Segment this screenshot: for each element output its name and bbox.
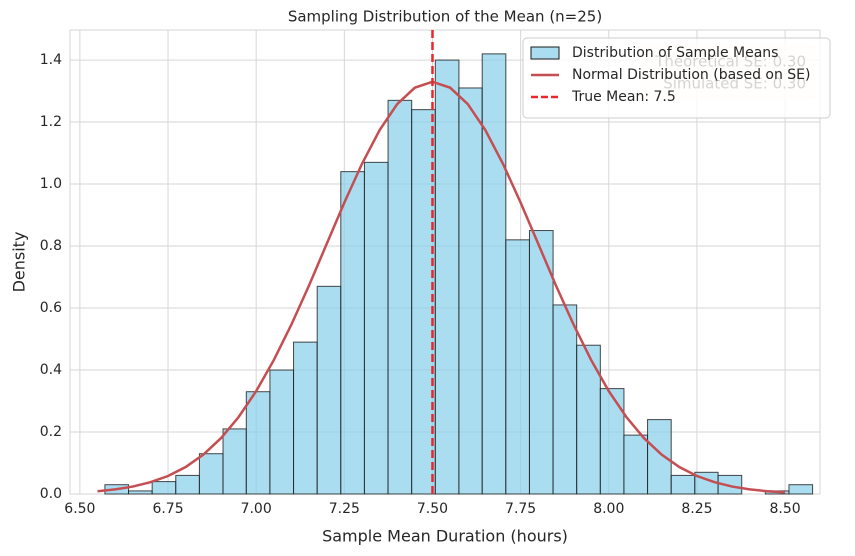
chart-title: Sampling Distribution of the Mean (n=25) (288, 8, 602, 26)
legend-label: Distribution of Sample Means (572, 45, 778, 61)
x-tick-label: 8.50 (770, 501, 801, 517)
y-tick-label: 1.4 (40, 52, 62, 68)
histogram-bar (222, 428, 247, 495)
histogram-bar (599, 388, 625, 495)
y-tick-label: 0.8 (40, 238, 62, 254)
y-tick-label: 1.2 (40, 114, 62, 130)
histogram-bar (387, 99, 413, 495)
x-tick-label: 8.25 (681, 501, 712, 517)
histogram-bar (670, 474, 696, 495)
histogram-bar (481, 53, 507, 495)
histogram-bar (269, 369, 295, 495)
legend-box (522, 37, 831, 119)
histogram-bar (340, 171, 365, 495)
x-tick-label: 7.00 (241, 501, 272, 517)
histogram-bar (434, 59, 460, 495)
x-tick-label: 7.50 (417, 501, 448, 517)
histogram-bar (363, 161, 389, 495)
legend-label: True Mean: 7.5 (571, 89, 676, 105)
histogram-bar (788, 484, 814, 495)
density-curve (97, 80, 786, 494)
x-tick-label: 7.75 (505, 501, 536, 517)
x-tick-label: 7.25 (329, 501, 360, 517)
histogram-bar (128, 490, 153, 495)
histogram-bar (647, 419, 672, 495)
histogram-bar (623, 434, 649, 495)
legend-label: Normal Distribution (based on SE) (572, 67, 811, 83)
histogram-bar (717, 474, 743, 495)
x-axis-label: Sample Mean Duration (hours) (322, 527, 568, 546)
y-tick-label: 0.4 (40, 362, 62, 378)
histogram-bar (458, 87, 483, 495)
y-tick-label: 0.0 (40, 486, 62, 502)
histogram-bar (198, 453, 224, 495)
x-tick-label: 6.75 (152, 501, 183, 517)
histogram-bar (175, 474, 200, 495)
histogram-bar (245, 391, 271, 495)
histogram-bar (552, 304, 578, 495)
histogram-bar (316, 285, 342, 495)
histogram-bar (293, 341, 318, 495)
y-tick-label: 0.2 (40, 424, 62, 440)
histogram-bar (151, 481, 177, 495)
histogram-bar (505, 239, 530, 495)
y-tick-label: 1.0 (40, 176, 62, 192)
x-tick-label: 8.00 (593, 501, 624, 517)
legend-swatch (530, 46, 560, 60)
x-tick-label: 6.50 (64, 501, 95, 517)
y-tick-label: 0.6 (40, 300, 62, 316)
y-axis-label: Density (10, 232, 29, 293)
